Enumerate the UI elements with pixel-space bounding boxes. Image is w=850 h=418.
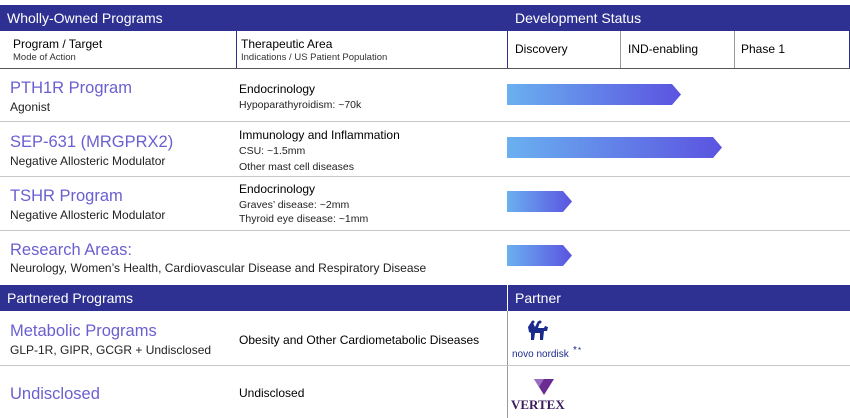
row-divider bbox=[0, 176, 850, 177]
column-phase1-label: Phase 1 bbox=[741, 42, 786, 56]
program-title: Undisclosed bbox=[10, 385, 100, 403]
wholly-owned-header: Wholly-Owned Programs bbox=[0, 5, 507, 31]
progress-arrow-shape bbox=[507, 191, 572, 212]
indication: Other mast cell diseases bbox=[239, 161, 354, 173]
vertex-logo-text: VERTEX bbox=[511, 397, 565, 412]
therapeutic-area: Endocrinology bbox=[239, 182, 316, 196]
column-program-target-label: Program / Target bbox=[13, 37, 103, 51]
partnered-programs-header: Partnered Programs bbox=[0, 285, 507, 311]
program-title: Metabolic Programs bbox=[10, 322, 157, 340]
therapeutic-area: Endocrinology bbox=[239, 82, 316, 96]
header-divider bbox=[620, 31, 621, 68]
header-divider bbox=[507, 5, 508, 68]
column-ind-enabling-label: IND-enabling bbox=[628, 42, 699, 56]
header-divider bbox=[734, 31, 735, 68]
progress-arrow bbox=[507, 245, 572, 266]
column-indications-label: Indications / US Patient Population bbox=[241, 52, 388, 63]
vertex-logo: VERTEX bbox=[510, 377, 578, 415]
program-title: PTH1R Program bbox=[10, 79, 132, 97]
column-discovery-label: Discovery bbox=[515, 42, 568, 56]
indication: Thyroid eye disease: ~1mm bbox=[239, 213, 369, 225]
development-status-header: Development Status bbox=[508, 5, 850, 31]
wholly-owned-header-label: Wholly-Owned Programs bbox=[7, 10, 163, 26]
therapeutic-area: Immunology and Inflammation bbox=[239, 128, 400, 142]
progress-arrow-shape bbox=[507, 84, 681, 105]
partner-divider bbox=[507, 311, 508, 418]
row-divider bbox=[0, 121, 850, 122]
partner-header: Partner bbox=[508, 285, 850, 311]
column-mode-of-action-label: Mode of Action bbox=[13, 52, 76, 63]
progress-arrow bbox=[507, 84, 681, 105]
program-title: SEP-631 (MRGPRX2) bbox=[10, 133, 174, 151]
indication: CSU: ~1.5mm bbox=[239, 145, 306, 157]
svg-text:*: * bbox=[573, 345, 577, 356]
column-therapeutic-area-label: Therapeutic Area bbox=[241, 37, 333, 51]
program-title: TSHR Program bbox=[10, 187, 123, 205]
row-divider bbox=[0, 230, 850, 231]
row-divider bbox=[0, 68, 850, 69]
progress-arrow bbox=[507, 191, 572, 212]
partnered-programs-header-label: Partnered Programs bbox=[7, 290, 134, 306]
column-program-target: Program / Target Mode of Action bbox=[13, 37, 102, 63]
column-therapeutic-area: Therapeutic Area Indications / US Patien… bbox=[241, 37, 387, 63]
program-subtitle: GLP-1R, GIPR, GCGR + Undisclosed bbox=[10, 343, 212, 357]
partner-header-label: Partner bbox=[515, 290, 561, 306]
therapeutic-area: Undisclosed bbox=[239, 386, 305, 400]
program-subtitle: Agonist bbox=[10, 100, 51, 114]
program-title: Research Areas: bbox=[10, 241, 132, 259]
novo-nordisk-logo-text: novo nordisk bbox=[512, 349, 570, 360]
svg-text:*: * bbox=[578, 346, 581, 355]
program-subtitle: Negative Allosteric Modulator bbox=[10, 154, 166, 168]
column-phase1: Phase 1 bbox=[741, 42, 785, 56]
indication: Graves’ disease: ~2mm bbox=[239, 199, 350, 211]
progress-arrow-shape bbox=[507, 137, 722, 158]
program-subtitle: Neurology, Women’s Health, Cardiovascula… bbox=[10, 261, 427, 275]
column-ind-enabling: IND-enabling bbox=[628, 42, 698, 56]
novo-nordisk-logo: novo nordisk * * bbox=[510, 317, 590, 363]
program-subtitle: Negative Allosteric Modulator bbox=[10, 208, 166, 222]
indication: Hypoparathyroidism: ~70k bbox=[239, 99, 362, 111]
progress-arrow-shape bbox=[507, 245, 572, 266]
progress-arrow bbox=[507, 137, 722, 158]
header-divider bbox=[236, 31, 237, 68]
development-status-header-label: Development Status bbox=[515, 10, 642, 26]
column-discovery: Discovery bbox=[515, 42, 568, 56]
therapeutic-area: Obesity and Other Cardiometabolic Diseas… bbox=[239, 333, 480, 347]
row-divider bbox=[0, 365, 850, 366]
